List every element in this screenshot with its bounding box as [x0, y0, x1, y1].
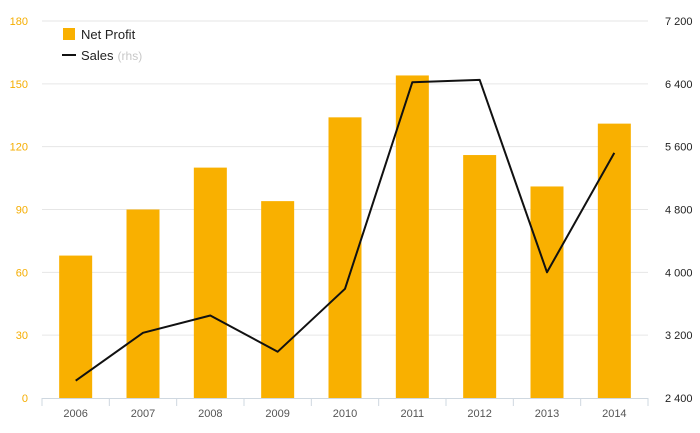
bar-net-profit-2012 [463, 155, 497, 398]
legend-swatch-net-profit [63, 28, 75, 40]
y-left-tick-label: 60 [16, 267, 28, 279]
bar-net-profit-2014 [597, 123, 631, 398]
bar-net-profit-2008 [193, 167, 227, 398]
y-left-tick-label: 120 [10, 142, 28, 154]
bar-net-profit-2006 [59, 255, 93, 398]
x-tick-label: 2013 [535, 408, 559, 420]
x-tick-label: 2009 [265, 408, 289, 420]
y-left-tick-label: 90 [16, 205, 28, 217]
legend-sales-name: Sales [81, 48, 114, 63]
y-right-tick-label: 5 600 [665, 142, 693, 154]
x-tick-label: 2010 [333, 408, 357, 420]
bar-net-profit-2009 [261, 201, 295, 398]
x-tick-label: 2014 [602, 408, 626, 420]
y-right-tick-label: 2 400 [665, 393, 693, 405]
y-left-tick-label: 150 [10, 79, 28, 91]
y-left-tick-label: 30 [16, 330, 28, 342]
x-tick-label: 2012 [467, 408, 491, 420]
bar-net-profit-2013 [530, 186, 564, 398]
legend-label-net-profit: Net Profit [81, 27, 136, 42]
y-left-tick-label: 180 [10, 16, 28, 28]
y-right-tick-label: 7 200 [665, 16, 693, 28]
x-tick-label: 2008 [198, 408, 222, 420]
y-right-tick-label: 4 000 [665, 267, 693, 279]
bar-net-profit-2011 [395, 75, 429, 398]
legend-label-sales: Sales (rhs) [81, 48, 142, 63]
x-tick-label: 2006 [63, 408, 87, 420]
bar-net-profit-2010 [328, 117, 362, 398]
x-tick-label: 2011 [401, 408, 425, 420]
y-right-tick-label: 4 800 [665, 205, 693, 217]
y-left-tick-label: 0 [22, 393, 28, 405]
x-tick-label: 2007 [131, 408, 155, 420]
y-right-tick-label: 6 400 [665, 79, 693, 91]
y-right-tick-label: 3 200 [665, 330, 693, 342]
legend-sales-rhs-note: (rhs) [118, 49, 143, 63]
bar-net-profit-2007 [126, 209, 160, 398]
line-sales [75, 78, 616, 382]
